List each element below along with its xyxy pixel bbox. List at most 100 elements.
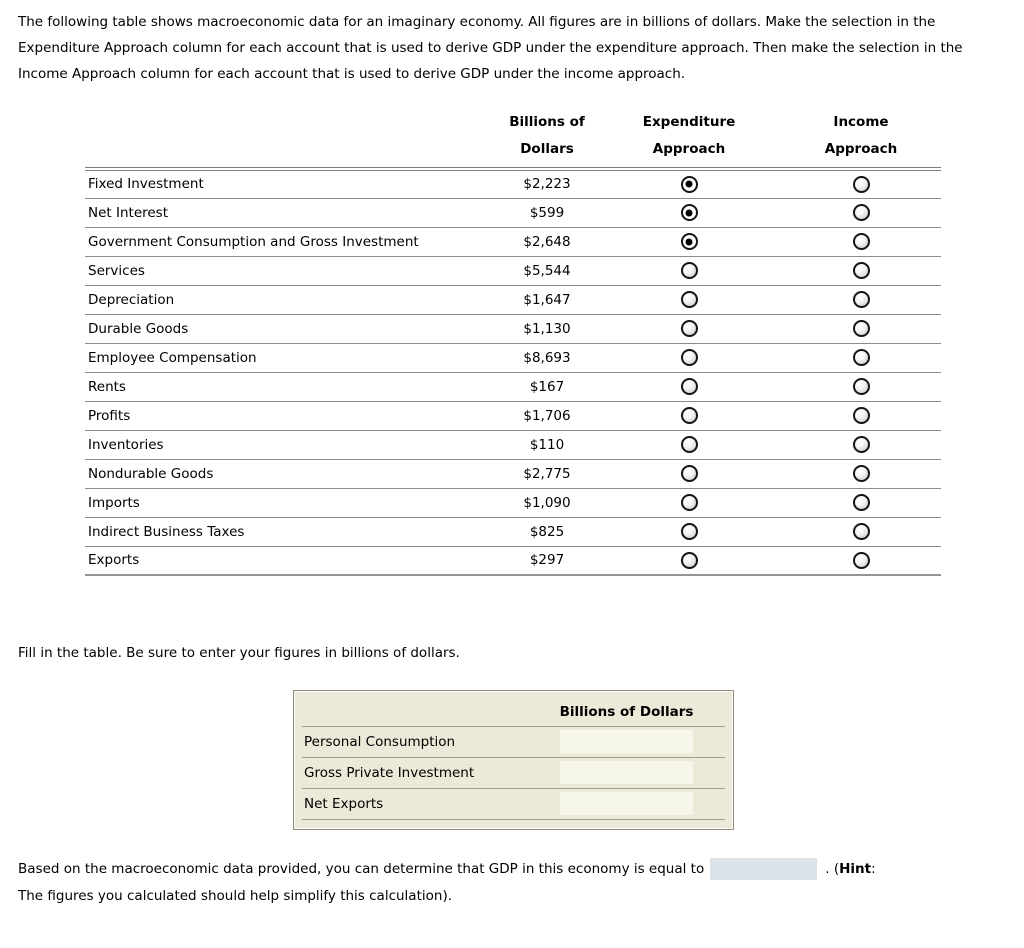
- expenditure-radio[interactable]: [680, 551, 698, 569]
- expenditure-radio[interactable]: [680, 291, 698, 308]
- income-radio[interactable]: [852, 262, 870, 279]
- gdp-input[interactable]: [710, 857, 818, 880]
- account-value-cell: $8,693: [475, 343, 619, 373]
- income-radio[interactable]: [852, 233, 870, 250]
- expenditure-radio[interactable]: [680, 465, 698, 482]
- conclusion-line2: The figures you calculated should help s…: [18, 887, 452, 904]
- account-value-cell: $825: [475, 517, 619, 547]
- fill-row: Net Exports: [302, 788, 725, 820]
- expenditure-radio[interactable]: [680, 494, 698, 511]
- account-row: Profits $1,706: [85, 401, 941, 431]
- account-label-cell: Nondurable Goods: [85, 459, 475, 489]
- account-label-cell: Rents: [85, 372, 475, 402]
- col-header-expenditure: Expenditure Approach: [619, 109, 759, 171]
- fill-row: Gross Private Investment: [302, 757, 725, 789]
- conclusion-text-before: Based on the macroeconomic data provided…: [18, 860, 705, 877]
- account-row: Fixed Investment $2,223: [85, 169, 941, 199]
- income-cell: [759, 546, 941, 576]
- income-radio[interactable]: [852, 494, 870, 511]
- account-label-cell: Government Consumption and Gross Investm…: [85, 227, 475, 257]
- fill-row-value-cell: [556, 788, 725, 820]
- account-value-cell: $2,223: [475, 169, 619, 199]
- fill-value-input[interactable]: [560, 792, 693, 815]
- income-cell: [759, 227, 941, 257]
- income-cell: [759, 343, 941, 373]
- account-value: $110: [529, 436, 565, 453]
- expenditure-cell: [619, 488, 759, 518]
- fill-row-label-cell: Personal Consumption: [302, 726, 556, 758]
- expenditure-radio[interactable]: [680, 204, 698, 221]
- expenditure-cell: [619, 285, 759, 315]
- income-radio[interactable]: [852, 465, 870, 482]
- income-cell: [759, 372, 941, 402]
- income-radio[interactable]: [852, 320, 870, 337]
- account-row: Employee Compensation $8,693: [85, 343, 941, 373]
- account-value: $1,647: [523, 291, 571, 308]
- expenditure-radio[interactable]: [680, 407, 698, 424]
- fill-row-label: Personal Consumption: [304, 733, 456, 750]
- expenditure-cell: [619, 517, 759, 547]
- fill-value-input[interactable]: [560, 761, 693, 784]
- hint-label: Hint: [839, 860, 872, 877]
- income-radio[interactable]: [852, 204, 870, 221]
- account-label: Depreciation: [88, 291, 175, 308]
- income-cell: [759, 488, 941, 518]
- expenditure-radio[interactable]: [680, 436, 698, 453]
- fill-header-row: Billions of Dollars: [302, 698, 725, 727]
- accounts-header-row: Billions of Dollars Expenditure Approach…: [85, 109, 941, 171]
- expenditure-radio[interactable]: [680, 349, 698, 366]
- income-radio[interactable]: [852, 407, 870, 424]
- expenditure-cell: [619, 169, 759, 199]
- col-header-income-line1: Income: [833, 114, 889, 130]
- account-value-cell: $5,544: [475, 256, 619, 286]
- fill-value-input[interactable]: [560, 730, 693, 753]
- expenditure-cell: [619, 314, 759, 344]
- expenditure-cell: [619, 227, 759, 257]
- expenditure-cell: [619, 546, 759, 576]
- account-label-cell: Depreciation: [85, 285, 475, 315]
- account-label: Services: [88, 262, 145, 279]
- income-radio[interactable]: [852, 551, 870, 569]
- account-row: Indirect Business Taxes $825: [85, 517, 941, 547]
- account-value-cell: $2,775: [475, 459, 619, 489]
- account-value: $8,693: [523, 349, 571, 366]
- expenditure-radio[interactable]: [680, 175, 698, 193]
- expenditure-radio[interactable]: [680, 233, 698, 250]
- fill-row: Personal Consumption: [302, 726, 725, 758]
- income-cell: [759, 285, 941, 315]
- account-row: Net Interest $599: [85, 198, 941, 228]
- expenditure-radio[interactable]: [680, 320, 698, 337]
- income-radio[interactable]: [852, 523, 870, 540]
- expenditure-radio[interactable]: [680, 378, 698, 395]
- income-radio[interactable]: [852, 436, 870, 453]
- account-value: $825: [529, 523, 565, 540]
- account-row: Inventories $110: [85, 430, 941, 460]
- col-header-billions: Billions of Dollars: [475, 109, 619, 171]
- account-label-cell: Exports: [85, 546, 475, 576]
- intro-paragraph: The following table shows macroeconomic …: [18, 14, 963, 82]
- conclusion-paragraph: Based on the macroeconomic data provided…: [18, 856, 1002, 910]
- account-value: $5,544: [523, 262, 571, 279]
- expenditure-radio[interactable]: [680, 262, 698, 279]
- col-header-income: Income Approach: [759, 109, 941, 171]
- account-label: Indirect Business Taxes: [88, 523, 245, 540]
- account-label-cell: Services: [85, 256, 475, 286]
- expenditure-radio[interactable]: [680, 523, 698, 540]
- account-row: Government Consumption and Gross Investm…: [85, 227, 941, 257]
- account-label-cell: Durable Goods: [85, 314, 475, 344]
- income-radio[interactable]: [852, 291, 870, 308]
- fill-table-panel: Billions of Dollars Personal Consumption…: [293, 690, 734, 830]
- income-cell: [759, 401, 941, 431]
- account-label-cell: Net Interest: [85, 198, 475, 228]
- conclusion-colon: :: [871, 860, 876, 877]
- income-radio[interactable]: [852, 175, 870, 193]
- account-label: Profits: [88, 407, 131, 424]
- account-value-cell: $167: [475, 372, 619, 402]
- account-value-cell: $1,090: [475, 488, 619, 518]
- account-label: Fixed Investment: [88, 176, 204, 193]
- income-radio[interactable]: [852, 378, 870, 395]
- expenditure-cell: [619, 343, 759, 373]
- account-label-cell: Employee Compensation: [85, 343, 475, 373]
- account-value-cell: $2,648: [475, 227, 619, 257]
- income-radio[interactable]: [852, 349, 870, 366]
